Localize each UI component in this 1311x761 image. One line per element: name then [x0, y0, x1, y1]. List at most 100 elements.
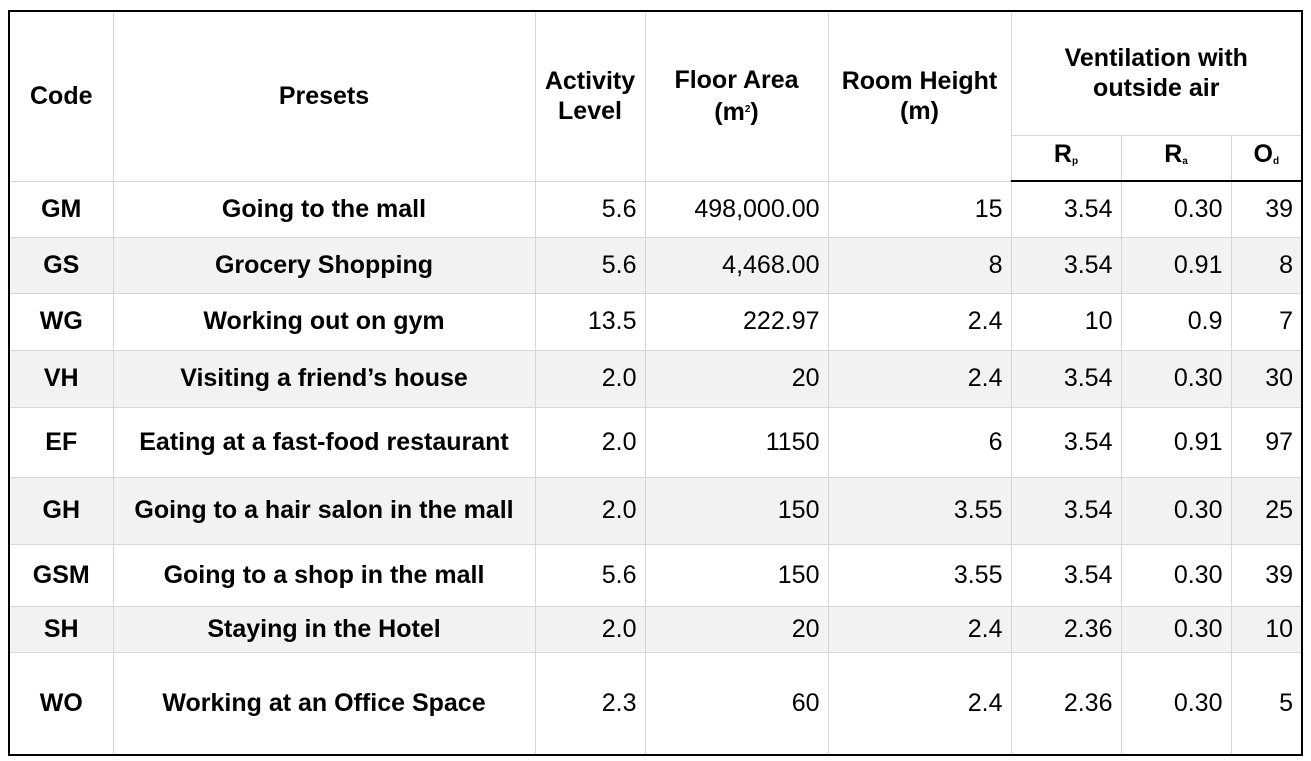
- cell-preset: Visiting a friend’s house: [112, 349, 536, 408]
- cell-code: GSM: [8, 543, 114, 607]
- cell-preset: Working out on gym: [112, 292, 536, 351]
- cell-od: 5: [1230, 651, 1303, 756]
- table-row: GSM Going to a shop in the mall 5.6 150 …: [8, 543, 1303, 607]
- cell-ra: 0.91: [1120, 406, 1232, 478]
- cell-od: 97: [1230, 406, 1303, 478]
- header-ra-letter: R: [1164, 139, 1183, 168]
- cell-floor-area: 498,000.00: [644, 180, 829, 238]
- cell-ra: 0.91: [1120, 236, 1232, 294]
- cell-preset: Going to a hair salon in the mall: [112, 476, 536, 545]
- cell-floor-area: 20: [644, 349, 829, 408]
- header-presets: Presets: [112, 10, 536, 182]
- header-row-bottom: Rp Ra Od: [9, 134, 1303, 182]
- cell-ra: 0.30: [1120, 543, 1232, 607]
- cell-preset: Going to a shop in the mall: [112, 543, 536, 607]
- cell-floor-area: 222.97: [644, 292, 829, 351]
- header-floor-area-unit-open: (m: [714, 98, 745, 127]
- header-floor-area-unit-close: ): [750, 98, 759, 127]
- cell-rp: 2.36: [1010, 651, 1122, 756]
- table-row: VH Visiting a friend’s house 2.0 20 2.4 …: [8, 349, 1303, 408]
- cell-rp: 3.54: [1010, 349, 1122, 408]
- header-activity-line2: Level: [558, 97, 622, 126]
- header-room-height: Room Height (m): [827, 10, 1012, 182]
- table-row: SH Staying in the Hotel 2.0 20 2.4 2.36 …: [8, 605, 1303, 653]
- cell-preset: Staying in the Hotel: [112, 605, 536, 653]
- cell-code: SH: [8, 605, 114, 653]
- cell-activity-level: 5.6: [534, 543, 646, 607]
- cell-room-height: 8: [827, 236, 1012, 294]
- header-room-height-line1: Room Height: [841, 67, 998, 96]
- cell-room-height: 3.55: [827, 476, 1012, 545]
- header-ventilation-line2: outside air: [1093, 74, 1220, 103]
- cell-rp: 2.36: [1010, 605, 1122, 653]
- cell-preset: Going to the mall: [112, 180, 536, 238]
- header-code: Code: [8, 10, 114, 182]
- cell-od: 39: [1230, 180, 1303, 238]
- cell-activity-level: 5.6: [534, 180, 646, 238]
- cell-od: 39: [1230, 543, 1303, 607]
- header-activity-level: Activity Level: [534, 10, 646, 182]
- cell-rp: 10: [1010, 292, 1122, 351]
- header-ventilation-line1: Ventilation with: [1064, 44, 1248, 73]
- cell-od: 25: [1230, 476, 1303, 545]
- cell-floor-area: 150: [644, 476, 829, 545]
- cell-room-height: 2.4: [827, 651, 1012, 756]
- cell-floor-area: 150: [644, 543, 829, 607]
- header-rp-letter: R: [1053, 139, 1072, 168]
- header-ra-subscript: a: [1182, 155, 1188, 167]
- cell-preset: Working at an Office Space: [112, 651, 536, 756]
- cell-od: 30: [1230, 349, 1303, 408]
- cell-room-height: 2.4: [827, 605, 1012, 653]
- cell-ra: 0.30: [1120, 180, 1232, 238]
- cell-code: GH: [8, 476, 114, 545]
- cell-rp: 3.54: [1010, 406, 1122, 478]
- table-row: GS Grocery Shopping 5.6 4,468.00 8 3.54 …: [8, 236, 1303, 294]
- cell-code: GS: [8, 236, 114, 294]
- cell-floor-area: 1150: [644, 406, 829, 478]
- cell-room-height: 3.55: [827, 543, 1012, 607]
- cell-floor-area: 60: [644, 651, 829, 756]
- cell-ra: 0.30: [1120, 476, 1232, 545]
- cell-code: WO: [8, 651, 114, 756]
- table-row: WO Working at an Office Space 2.3 60 2.4…: [8, 651, 1303, 756]
- cell-od: 8: [1230, 236, 1303, 294]
- cell-floor-area: 20: [644, 605, 829, 653]
- table-row: EF Eating at a fast-food restaurant 2.0 …: [8, 406, 1303, 478]
- header-ventilation: Ventilation with outside air: [1010, 10, 1303, 136]
- cell-activity-level: 2.3: [534, 651, 646, 756]
- header-floor-area: Floor Area (m2): [644, 10, 829, 182]
- cell-floor-area: 4,468.00: [644, 236, 829, 294]
- header-rp-subscript: p: [1071, 155, 1079, 167]
- cell-od: 10: [1230, 605, 1303, 653]
- cell-code: VH: [8, 349, 114, 408]
- cell-activity-level: 13.5: [534, 292, 646, 351]
- cell-activity-level: 2.0: [534, 605, 646, 653]
- cell-room-height: 6: [827, 406, 1012, 478]
- cell-rp: 3.54: [1010, 180, 1122, 238]
- cell-activity-level: 2.0: [534, 406, 646, 478]
- header-od-letter: O: [1253, 139, 1273, 168]
- cell-ra: 0.30: [1120, 651, 1232, 756]
- cell-code: WG: [8, 292, 114, 351]
- header-ra: Ra: [1120, 134, 1232, 182]
- cell-ra: 0.9: [1120, 292, 1232, 351]
- header-floor-area-line1: Floor Area: [674, 66, 799, 95]
- cell-ra: 0.30: [1120, 349, 1232, 408]
- presets-table-container: Code Presets Activity Level Floor Area (…: [8, 10, 1304, 756]
- presets-table: Code Presets Activity Level Floor Area (…: [8, 10, 1304, 756]
- table-row: WG Working out on gym 13.5 222.97 2.4 10…: [8, 292, 1303, 351]
- cell-rp: 3.54: [1010, 236, 1122, 294]
- header-od: Od: [1230, 134, 1303, 182]
- cell-room-height: 2.4: [827, 292, 1012, 351]
- cell-od: 7: [1230, 292, 1303, 351]
- header-floor-area-unit-exponent: 2: [744, 104, 751, 116]
- cell-activity-level: 5.6: [534, 236, 646, 294]
- table-row: GM Going to the mall 5.6 498,000.00 15 3…: [8, 180, 1303, 238]
- cell-room-height: 15: [827, 180, 1012, 238]
- cell-code: EF: [8, 406, 114, 478]
- cell-preset: Grocery Shopping: [112, 236, 536, 294]
- cell-rp: 3.54: [1010, 543, 1122, 607]
- header-activity-line1: Activity: [544, 67, 636, 96]
- header-row-top: Code Presets Activity Level Floor Area (…: [8, 10, 1303, 182]
- cell-activity-level: 2.0: [534, 349, 646, 408]
